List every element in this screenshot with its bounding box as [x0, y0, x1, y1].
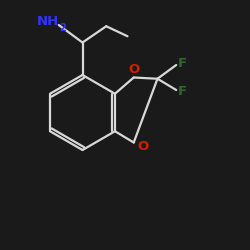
Text: 2: 2 [60, 23, 66, 33]
Text: NH: NH [36, 15, 59, 28]
Text: O: O [129, 63, 140, 76]
Text: F: F [178, 57, 187, 70]
Text: O: O [138, 140, 149, 153]
Text: F: F [178, 85, 187, 98]
